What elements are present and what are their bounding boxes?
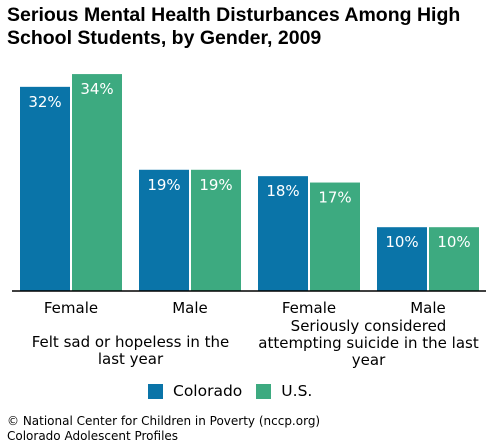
data-label: 18%	[266, 182, 299, 200]
source-subline: Colorado Adolescent Profiles	[7, 429, 179, 443]
data-label: 34%	[80, 80, 113, 98]
legend-label-us: U.S.	[281, 382, 313, 400]
category-tick-label: Male	[172, 299, 208, 317]
group-label: Felt sad or hopeless in the	[32, 333, 230, 351]
source-footer: © National Center for Children in Povert…	[7, 414, 320, 444]
bar-colorado-2	[258, 176, 308, 291]
data-label: 17%	[318, 189, 351, 207]
group-label: Seriously considered	[291, 317, 447, 335]
data-label: 10%	[437, 233, 470, 251]
data-label: 19%	[147, 176, 180, 194]
chart-title: Serious Mental Health Disturbances Among…	[7, 4, 461, 49]
legend-item-us: U.S.	[256, 382, 312, 400]
data-label: 10%	[385, 233, 418, 251]
legend-swatch-us	[256, 383, 272, 399]
bar-colorado-0	[20, 86, 70, 291]
group-label: last year	[98, 350, 164, 368]
bar-us-0	[72, 74, 122, 291]
data-label: 32%	[28, 93, 61, 111]
bar-colorado-1	[139, 169, 189, 291]
category-tick-label: Female	[44, 299, 98, 317]
group-label: attempting suicide in the last	[258, 334, 479, 352]
group-label: year	[352, 351, 386, 369]
source-line: © National Center for Children in Povert…	[7, 414, 321, 428]
legend-label-colorado: Colorado	[173, 382, 243, 400]
category-tick-label: Male	[410, 299, 446, 317]
bar-us-2	[310, 182, 360, 291]
bar-us-1	[191, 169, 241, 291]
bar-colorado-3	[377, 227, 427, 291]
legend-item-colorado: Colorado	[148, 382, 242, 400]
data-label: 19%	[199, 176, 232, 194]
category-tick-label: Female	[282, 299, 336, 317]
legend-swatch-colorado	[148, 383, 163, 399]
bar-us-3	[429, 227, 479, 291]
chart-legend: Colorado U.S.	[148, 381, 326, 401]
